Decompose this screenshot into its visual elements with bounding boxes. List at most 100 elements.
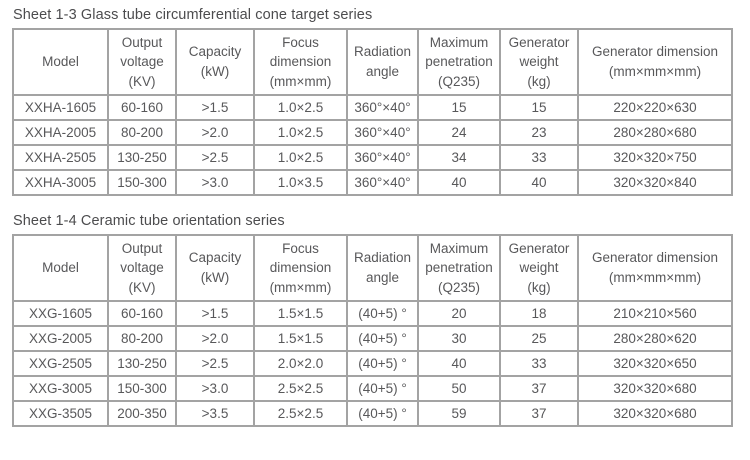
column-header: Model [12, 234, 109, 302]
value-cell: 280×280×680 [577, 119, 733, 146]
value-cell: 360°×40° [346, 119, 419, 146]
table-row: XXG-3505 200-350 >3.5 2.5×2.5 (40+5) ° 59 37 32… [12, 400, 733, 427]
value-cell: 2.5×2.5 [253, 400, 348, 427]
model-cell: XXG-1605 [12, 300, 109, 327]
value-cell: (40+5) ° [346, 350, 419, 377]
table-row: XXG-2005 80-200 >2.0 1.5×1.5 (40+5) ° 30 25 280… [12, 325, 733, 352]
table-title-sheet-1-3: Sheet 1-3 Glass tube circumferential con… [13, 7, 373, 23]
value-cell: 18 [499, 300, 579, 327]
value-cell: 2.5×2.5 [253, 375, 348, 402]
value-cell: 80-200 [107, 325, 177, 352]
value-cell: 220×220×630 [577, 94, 733, 121]
value-cell: (40+5) ° [346, 400, 419, 427]
value-cell: 1.5×1.5 [253, 300, 348, 327]
value-cell: 37 [499, 400, 579, 427]
column-header: Generator weight (kg) [499, 28, 579, 96]
value-cell: 15 [417, 94, 501, 121]
value-cell: 320×320×680 [577, 375, 733, 402]
model-cell: XXG-2505 [12, 350, 109, 377]
column-header: Output voltage (KV) [107, 234, 177, 302]
table-row: XXHA-2505 130-250 >2.5 1.0×2.5 360°×40° 34 33 3… [12, 144, 733, 171]
value-cell: 25 [499, 325, 579, 352]
value-cell: >2.0 [175, 325, 255, 352]
value-cell: 150-300 [107, 375, 177, 402]
value-cell: 33 [499, 350, 579, 377]
value-cell: 2.0×2.0 [253, 350, 348, 377]
table-row: XXG-1605 60-160 >1.5 1.5×1.5 (40+5) ° 20 18 210… [12, 300, 733, 327]
value-cell: 360°×40° [346, 144, 419, 171]
table-row: XXHA-1605 60-160 >1.5 1.0×2.5 360°×40° 15 15 22… [12, 94, 733, 121]
column-header: Model [12, 28, 109, 96]
value-cell: 20 [417, 300, 501, 327]
model-cell: XXG-2005 [12, 325, 109, 352]
value-cell: >2.0 [175, 119, 255, 146]
value-cell: 37 [499, 375, 579, 402]
value-cell: 1.5×1.5 [253, 325, 348, 352]
value-cell: (40+5) ° [346, 325, 419, 352]
value-cell: >1.5 [175, 94, 255, 121]
value-cell: 1.0×2.5 [253, 94, 348, 121]
header-row: Model Output voltage (KV) Capacity (kW) Foc… [12, 234, 733, 302]
value-cell: 200-350 [107, 400, 177, 427]
spec-table-sheet-1-4: Model Output voltage (KV) Capacity (kW) Foc… [12, 234, 733, 427]
column-header: Radiation angle [346, 234, 419, 302]
value-cell: 1.0×2.5 [253, 119, 348, 146]
value-cell: 280×280×620 [577, 325, 733, 352]
model-cell: XXHA-2505 [12, 144, 109, 171]
value-cell: 50 [417, 375, 501, 402]
table-row: XXHA-2005 80-200 >2.0 1.0×2.5 360°×40° 24 23 28… [12, 119, 733, 146]
table-title-sheet-1-4: Sheet 1-4 Ceramic tube orientation serie… [13, 213, 285, 229]
value-cell: 23 [499, 119, 579, 146]
value-cell: 1.0×2.5 [253, 144, 348, 171]
column-header: Output voltage (KV) [107, 28, 177, 96]
table-section-sheet-1-4: Sheet 1-4 Ceramic tube orientation serie… [12, 213, 750, 427]
header-row: Model Output voltage (KV) Capacity (kW) Foc… [12, 28, 733, 96]
model-cell: XXG-3505 [12, 400, 109, 427]
value-cell: (40+5) ° [346, 300, 419, 327]
value-cell: 80-200 [107, 119, 177, 146]
value-cell: 40 [417, 169, 501, 196]
column-header: Generator dimension (mm×mm×mm) [577, 234, 733, 302]
table-section-sheet-1-3: Sheet 1-3 Glass tube circumferential con… [12, 7, 750, 196]
value-cell: 130-250 [107, 350, 177, 377]
value-cell: 360°×40° [346, 169, 419, 196]
value-cell: >3.0 [175, 375, 255, 402]
value-cell: >2.5 [175, 350, 255, 377]
value-cell: 33 [499, 144, 579, 171]
value-cell: 320×320×840 [577, 169, 733, 196]
value-cell: 59 [417, 400, 501, 427]
value-cell: 320×320×750 [577, 144, 733, 171]
column-header: Maximum penetration (Q235) [417, 234, 501, 302]
value-cell: 210×210×560 [577, 300, 733, 327]
value-cell: 24 [417, 119, 501, 146]
column-header: Generator dimension (mm×mm×mm) [577, 28, 733, 96]
value-cell: 320×320×650 [577, 350, 733, 377]
value-cell: 34 [417, 144, 501, 171]
model-cell: XXHA-3005 [12, 169, 109, 196]
value-cell: >1.5 [175, 300, 255, 327]
model-cell: XXG-3005 [12, 375, 109, 402]
table-row: XXG-2505 130-250 >2.5 2.0×2.0 (40+5) ° 40 33 32… [12, 350, 733, 377]
value-cell: 30 [417, 325, 501, 352]
table-row: XXG-3005 150-300 >3.0 2.5×2.5 (40+5) ° 50 37 32… [12, 375, 733, 402]
model-cell: XXHA-1605 [12, 94, 109, 121]
value-cell: 60-160 [107, 300, 177, 327]
value-cell: >2.5 [175, 144, 255, 171]
value-cell: 130-250 [107, 144, 177, 171]
value-cell: 1.0×3.5 [253, 169, 348, 196]
value-cell: (40+5) ° [346, 375, 419, 402]
value-cell: >3.0 [175, 169, 255, 196]
column-header: Focus dimension (mm×mm) [253, 234, 348, 302]
value-cell: 40 [417, 350, 501, 377]
page: Sheet 1-3 Glass tube circumferential con… [12, 7, 750, 427]
column-header: Focus dimension (mm×mm) [253, 28, 348, 96]
table-row: XXHA-3005 150-300 >3.0 1.0×3.5 360°×40° 40 40 3… [12, 169, 733, 196]
value-cell: 360°×40° [346, 94, 419, 121]
column-header: Capacity (kW) [175, 234, 255, 302]
value-cell: 150-300 [107, 169, 177, 196]
value-cell: 40 [499, 169, 579, 196]
model-cell: XXHA-2005 [12, 119, 109, 146]
value-cell: 60-160 [107, 94, 177, 121]
value-cell: 15 [499, 94, 579, 121]
value-cell: >3.5 [175, 400, 255, 427]
